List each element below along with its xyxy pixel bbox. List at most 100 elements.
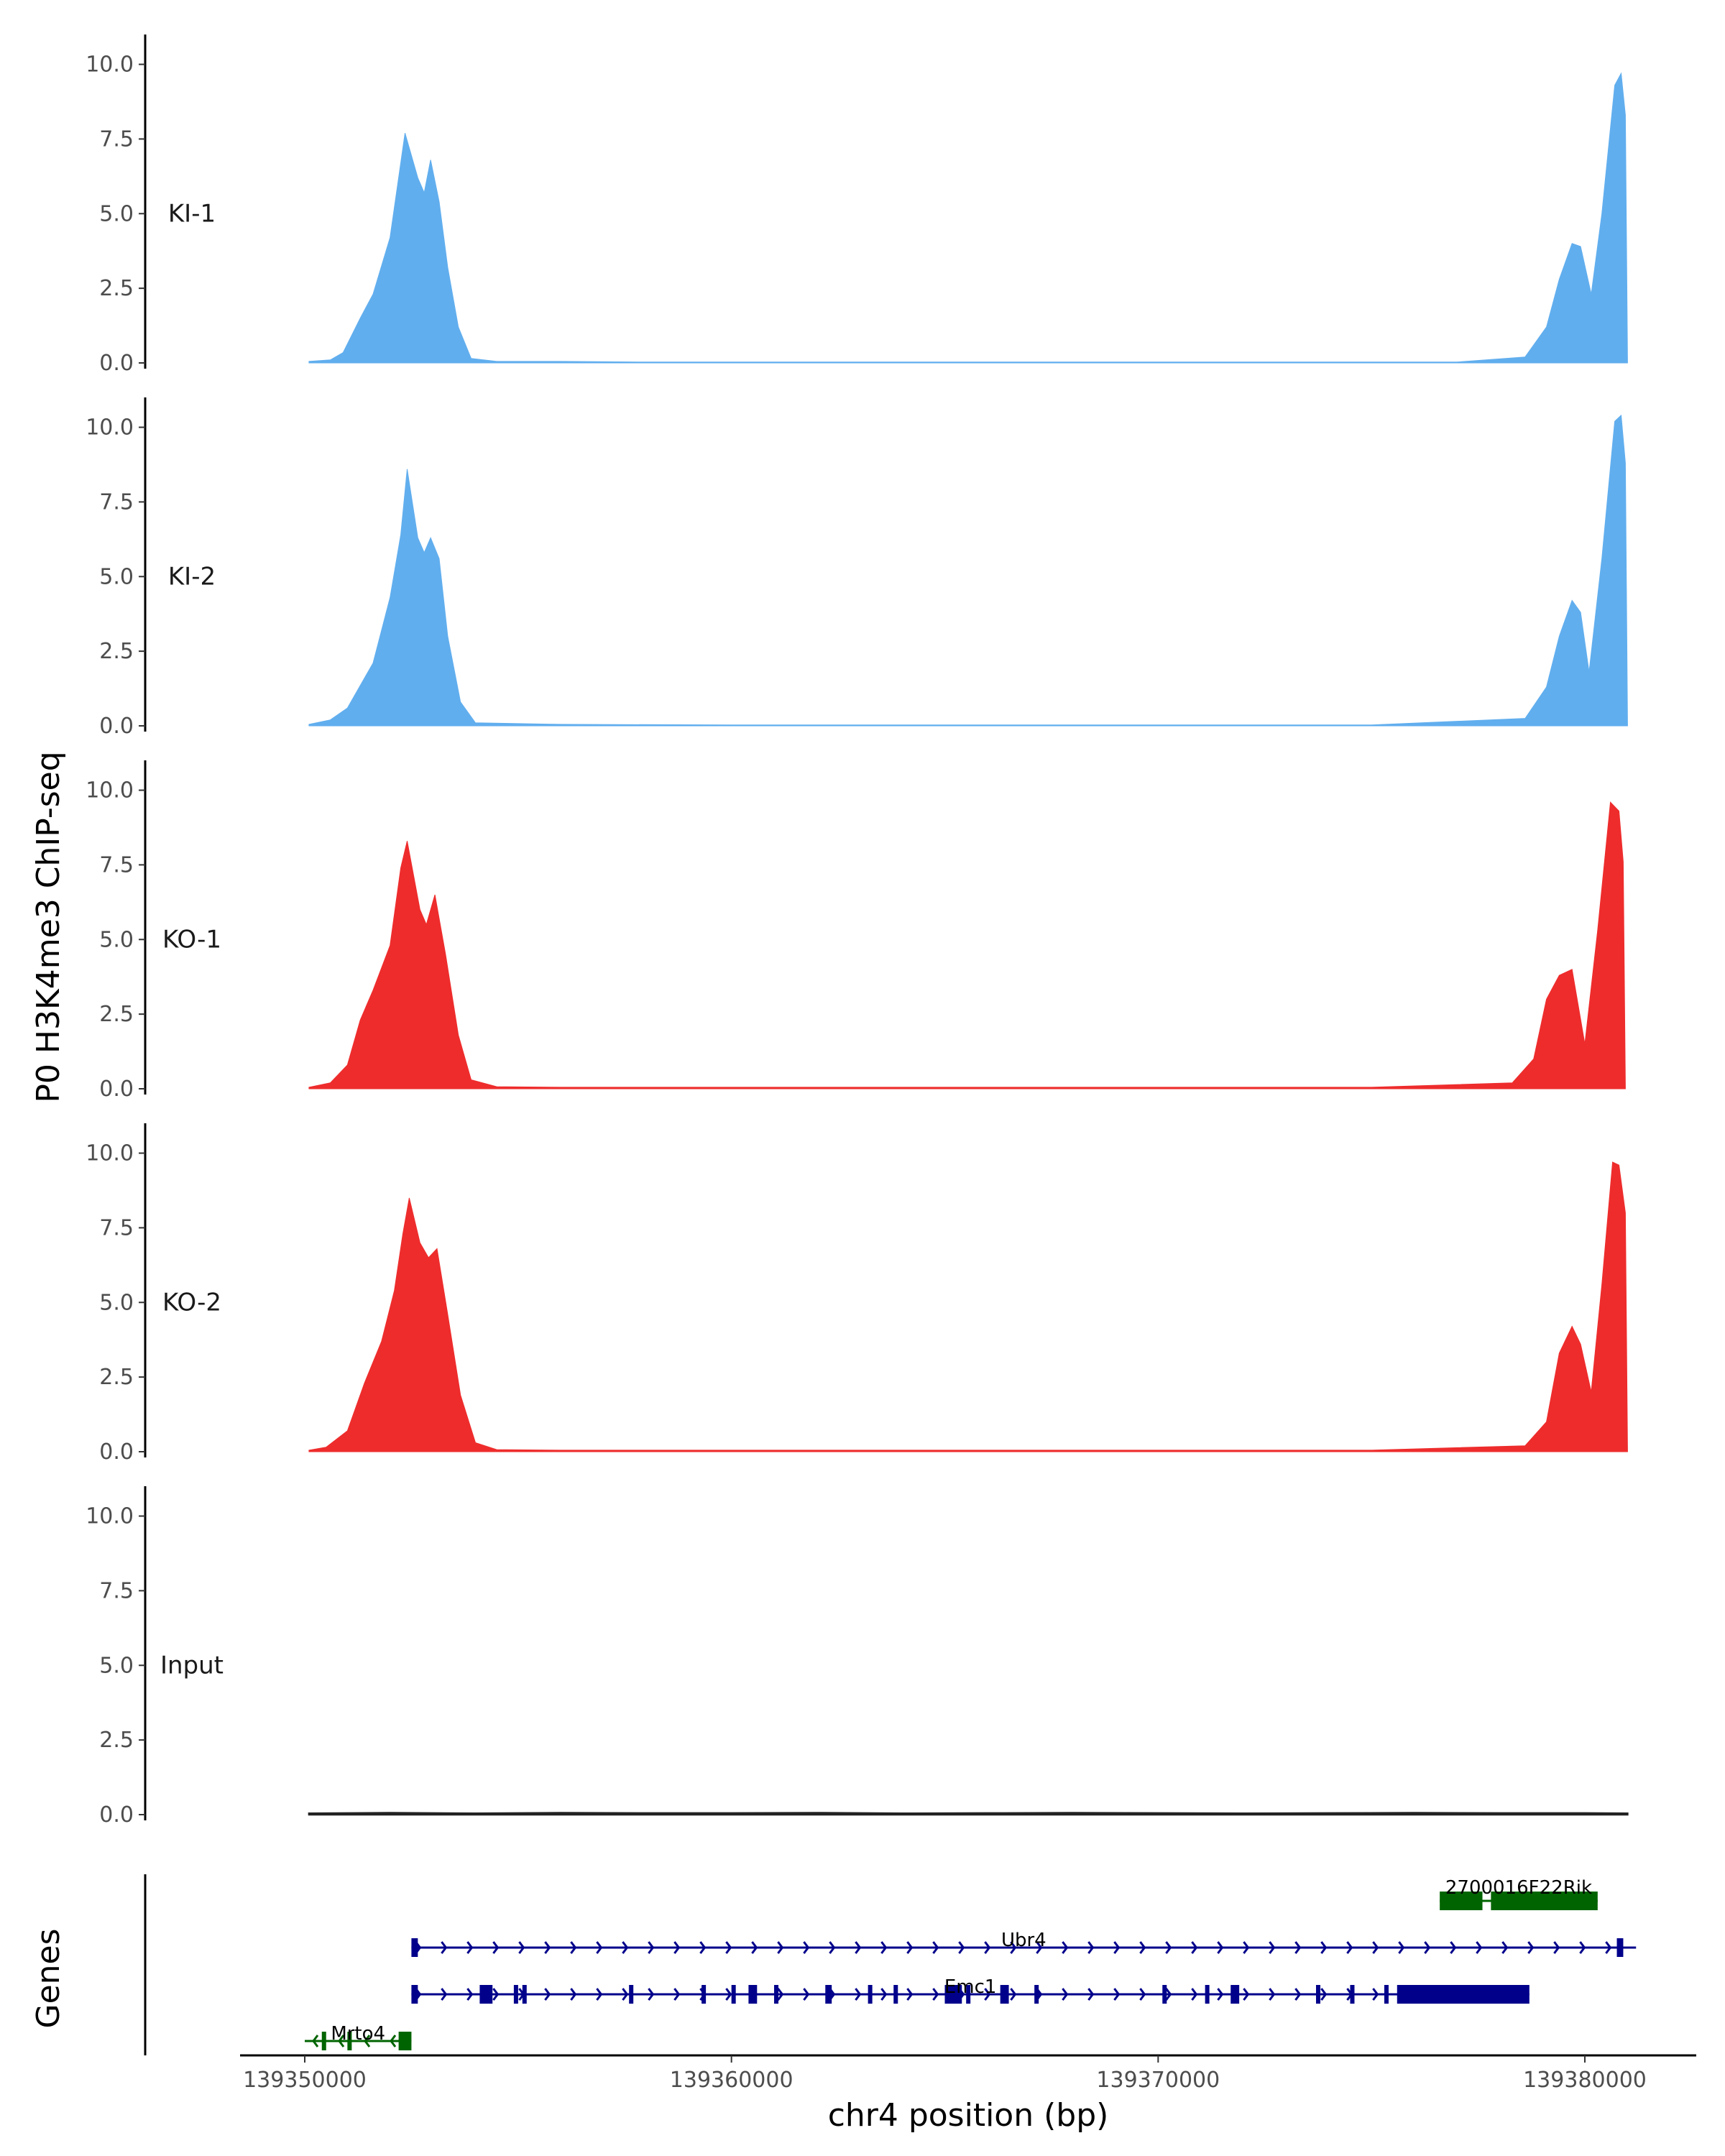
y-tick-label: 0.0 [99,714,134,739]
strand-arrow [312,2035,319,2047]
strand-arrow [1424,1941,1431,1954]
y-tick-label: 2.5 [99,1365,134,1390]
track-ko-1: 0.0 2.5 5.0 7.5 10.0 KO-1 [86,760,1626,1102]
exon-block [411,1985,418,2004]
gene-label: Mrto4 [331,2023,385,2045]
strand-arrow [855,1941,862,1954]
strand-arrow [1269,1941,1276,1954]
strand-arrow [673,1941,681,1954]
strand-arrow [1062,1941,1069,1954]
y-tick-label: 0.0 [99,351,134,376]
coverage-area-ko-2 [308,1161,1628,1452]
strand-arrow [364,2035,371,2047]
y-tick-label: 0.0 [99,1439,134,1465]
strand-arrow [1139,1941,1146,1954]
strand-arrow [880,1941,888,1954]
strand-arrow [1579,1941,1586,1954]
gene-label: 2700016F22Rik [1445,1877,1592,1899]
y-tick-label: 7.5 [99,489,134,515]
genes-track-title: Genes [30,1928,67,2028]
strand-arrow [1320,1988,1328,2001]
exon-block [1350,1985,1355,2004]
strand-arrow [544,1941,551,1954]
exon-block [513,1985,518,2004]
gene-ubr4: Ubr4 [411,1930,1637,1957]
strand-arrow [1372,1988,1379,2001]
strand-arrow [1010,1941,1017,1954]
coverage-area-ki-1 [308,72,1628,364]
strand-arrow [1476,1941,1483,1954]
y-tick-label: 5.0 [99,201,134,226]
strand-arrow [1113,1941,1121,1954]
strand-arrow [1113,1988,1121,2001]
exon-block [825,1985,832,2004]
strand-arrow [777,1941,784,1954]
y-tick-label: 2.5 [99,639,134,664]
exon-block [944,1985,962,2004]
exon-block [1162,1985,1167,2004]
exon-block [1440,1892,1483,1910]
strand-arrow [1139,1988,1146,2001]
exon-block [1205,1985,1210,2004]
y-tick-label: 10.0 [86,52,134,78]
track-ki-1: 0.0 2.5 5.0 7.5 10.0 KI-1 [86,34,1628,376]
strand-arrow [855,1988,862,2001]
strand-arrow [1398,1941,1405,1954]
y-tick-label: 7.5 [99,852,134,877]
y-tick-label: 0.0 [99,1802,134,1828]
track-ki-2: 0.0 2.5 5.0 7.5 10.0 KI-2 [86,397,1628,739]
strand-arrow [906,1988,914,2001]
y-tick-label: 2.5 [99,276,134,301]
strand-arrow [648,1941,655,1954]
strand-arrow [544,1988,551,2001]
y-tick-label: 5.0 [99,1290,134,1315]
strand-arrow [1217,1941,1224,1954]
exon-block [1397,1985,1530,2004]
strand-arrow [1165,1988,1172,2001]
strand-arrow [518,1941,525,1954]
strand-arrow [1294,1988,1302,2001]
track-input: 0.0 2.5 5.0 7.5 10.0 Input [86,1486,1629,1828]
strand-arrow [1372,1941,1379,1954]
gene-2700016f22rik: 2700016F22Rik [1440,1877,1598,1910]
strand-arrow [1605,1941,1612,1954]
exon-block [1315,1985,1320,2004]
y-axis-title: P0 H3K4me3 ChIP-seq [30,751,67,1102]
gene-emc1: Emc1 [411,1976,1530,2004]
strand-arrow [1217,1988,1224,2001]
exon-block [1034,1985,1039,2004]
strand-arrow [1320,1941,1328,1954]
exon-block [893,1985,898,2004]
y-tick-label: 10.0 [86,415,134,441]
y-tick-label: 5.0 [99,1653,134,1678]
strand-arrow [699,1941,707,1954]
strand-arrow [1450,1941,1457,1954]
exon-block [347,2032,352,2050]
strand-arrow [1269,1988,1276,2001]
y-tick-label: 10.0 [86,778,134,803]
exon-block [522,1985,527,2004]
exon-block [1616,1938,1624,1957]
exon-block [411,1938,418,1957]
strand-arrow [390,2035,397,2047]
strand-arrow [466,1988,474,2001]
exon-block [479,1985,493,2004]
strand-arrow [984,1988,991,2001]
strand-arrow [984,1941,991,1954]
track-label: KI-1 [168,199,216,228]
y-tick-label: 7.5 [99,1578,134,1603]
strand-arrow [1243,1988,1250,2001]
coverage-area-ki-2 [308,414,1628,727]
exon-block [1000,1985,1009,2004]
coverage-tracks: 0.0 2.5 5.0 7.5 10.0 KI-1 0.0 2.5 5.0 7.5 10.0 KI-2… [86,34,1629,1828]
track-label: KO-1 [162,925,221,954]
strand-arrow [492,1988,500,2001]
strand-arrow [1527,1941,1535,1954]
strand-arrow [932,1941,939,1954]
strand-arrow [338,2035,345,2047]
coverage-area-input [308,1812,1629,1816]
strand-arrow [1087,1988,1095,2001]
strand-arrow [906,1941,914,1954]
y-tick-label: 0.0 [99,1077,134,1102]
strand-arrow [725,1988,732,2001]
